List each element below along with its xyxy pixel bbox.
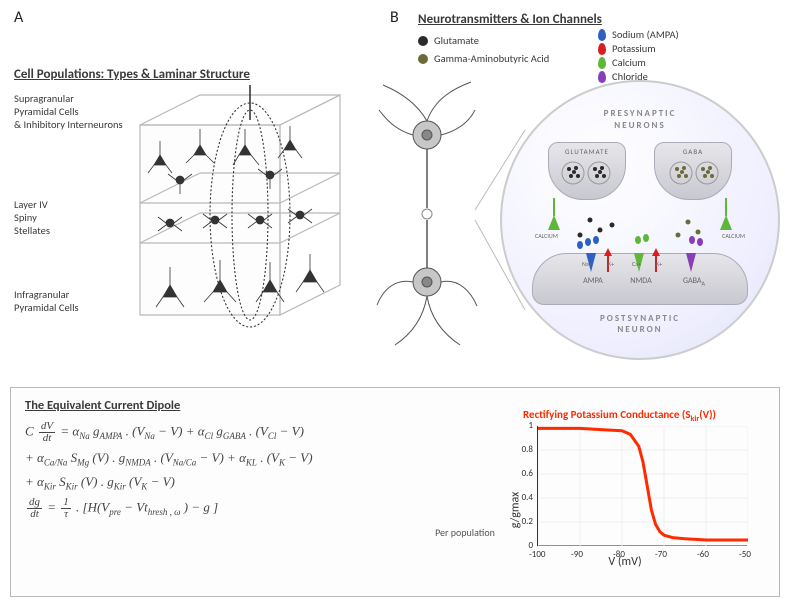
chart-xtick: -60: [697, 549, 709, 560]
chart-ytick: 0.4: [515, 492, 533, 503]
laminar-cube-diagram: [130, 85, 360, 335]
legend-gaba-label: Gamma-Aminobutyric Acid: [434, 52, 549, 65]
chart-ytick: 0: [515, 540, 533, 551]
chart-ytick: 0.2: [515, 516, 533, 527]
legend-potassium-label: Potassium: [612, 42, 656, 55]
chart-ytick: 0.8: [515, 444, 533, 455]
legend-sodium: Sodium (AMPA): [598, 28, 679, 41]
panel-b-label: B: [390, 8, 399, 27]
chart-area: [537, 426, 747, 546]
sodium-icon: [598, 29, 606, 41]
chart-svg: [538, 426, 748, 546]
chart-ytick: 1: [515, 420, 533, 431]
kir-chart: Rectifying Potassium Conductance (Skir(V…: [495, 408, 755, 583]
legend-calcium-label: Calcium: [612, 56, 646, 69]
neurons-svg: [375, 80, 480, 350]
calcium-label-left: CALCIUM: [535, 232, 558, 240]
k-ion-label-2: K+: [656, 260, 662, 268]
panel-a-title: Cell Populations: Types & Laminar Struct…: [14, 67, 250, 82]
chart-xtick: -50: [739, 549, 751, 560]
panel-b-title: Neurotransmitters & Ion Channels: [418, 12, 602, 27]
kir-chart-title: Rectifying Potassium Conductance (Skir(V…: [523, 408, 716, 424]
chart-xtick: -90: [571, 549, 583, 560]
chart-xtick: -80: [613, 549, 625, 560]
legend-calcium: Calcium: [598, 56, 646, 69]
two-neuron-diagram: [375, 80, 480, 350]
glutamate-icon: [418, 36, 428, 46]
legend-potassium: Potassium: [598, 42, 656, 55]
gabaa-label: GABAA: [677, 276, 711, 288]
infragranular-label: Infragranular Pyramidal Cells: [14, 288, 79, 314]
layer4-label: Layer IV Spiny Stellates: [14, 198, 50, 237]
synapse-detail: PRESYNAPTIC NEURONS POSTSYNAPTIC NEURON …: [500, 80, 780, 360]
cube-svg: [130, 85, 360, 335]
potassium-icon: [598, 43, 606, 55]
supragranular-label: Supragranular Pyramidal Cells & Inhibito…: [14, 92, 123, 131]
legend-gaba: Gamma-Aminobutyric Acid: [418, 52, 549, 65]
synapse-overlay: [500, 80, 780, 360]
panel-a-label: A: [14, 8, 23, 27]
ca-ion-label: Ca+: [632, 260, 641, 268]
gaba-icon: [418, 54, 428, 64]
nmda-label: NMDA: [626, 276, 656, 286]
chart-xtick: -70: [655, 549, 667, 560]
legend-glutamate-label: Glutamate: [434, 34, 479, 47]
k-ion-label-1: K+: [608, 260, 614, 268]
legend-sodium-label: Sodium (AMPA): [612, 28, 679, 41]
calcium-label-right: CALCIUM: [722, 232, 745, 240]
ampa-label: AMPA: [578, 276, 608, 286]
calcium-icon: [598, 57, 606, 69]
legend-glutamate: Glutamate: [418, 34, 479, 47]
chart-ytick: 0.6: [515, 468, 533, 479]
na-ion-label: Na+: [582, 260, 592, 268]
equation-box: The Equivalent Current Dipole C dVdt = α…: [10, 387, 780, 597]
